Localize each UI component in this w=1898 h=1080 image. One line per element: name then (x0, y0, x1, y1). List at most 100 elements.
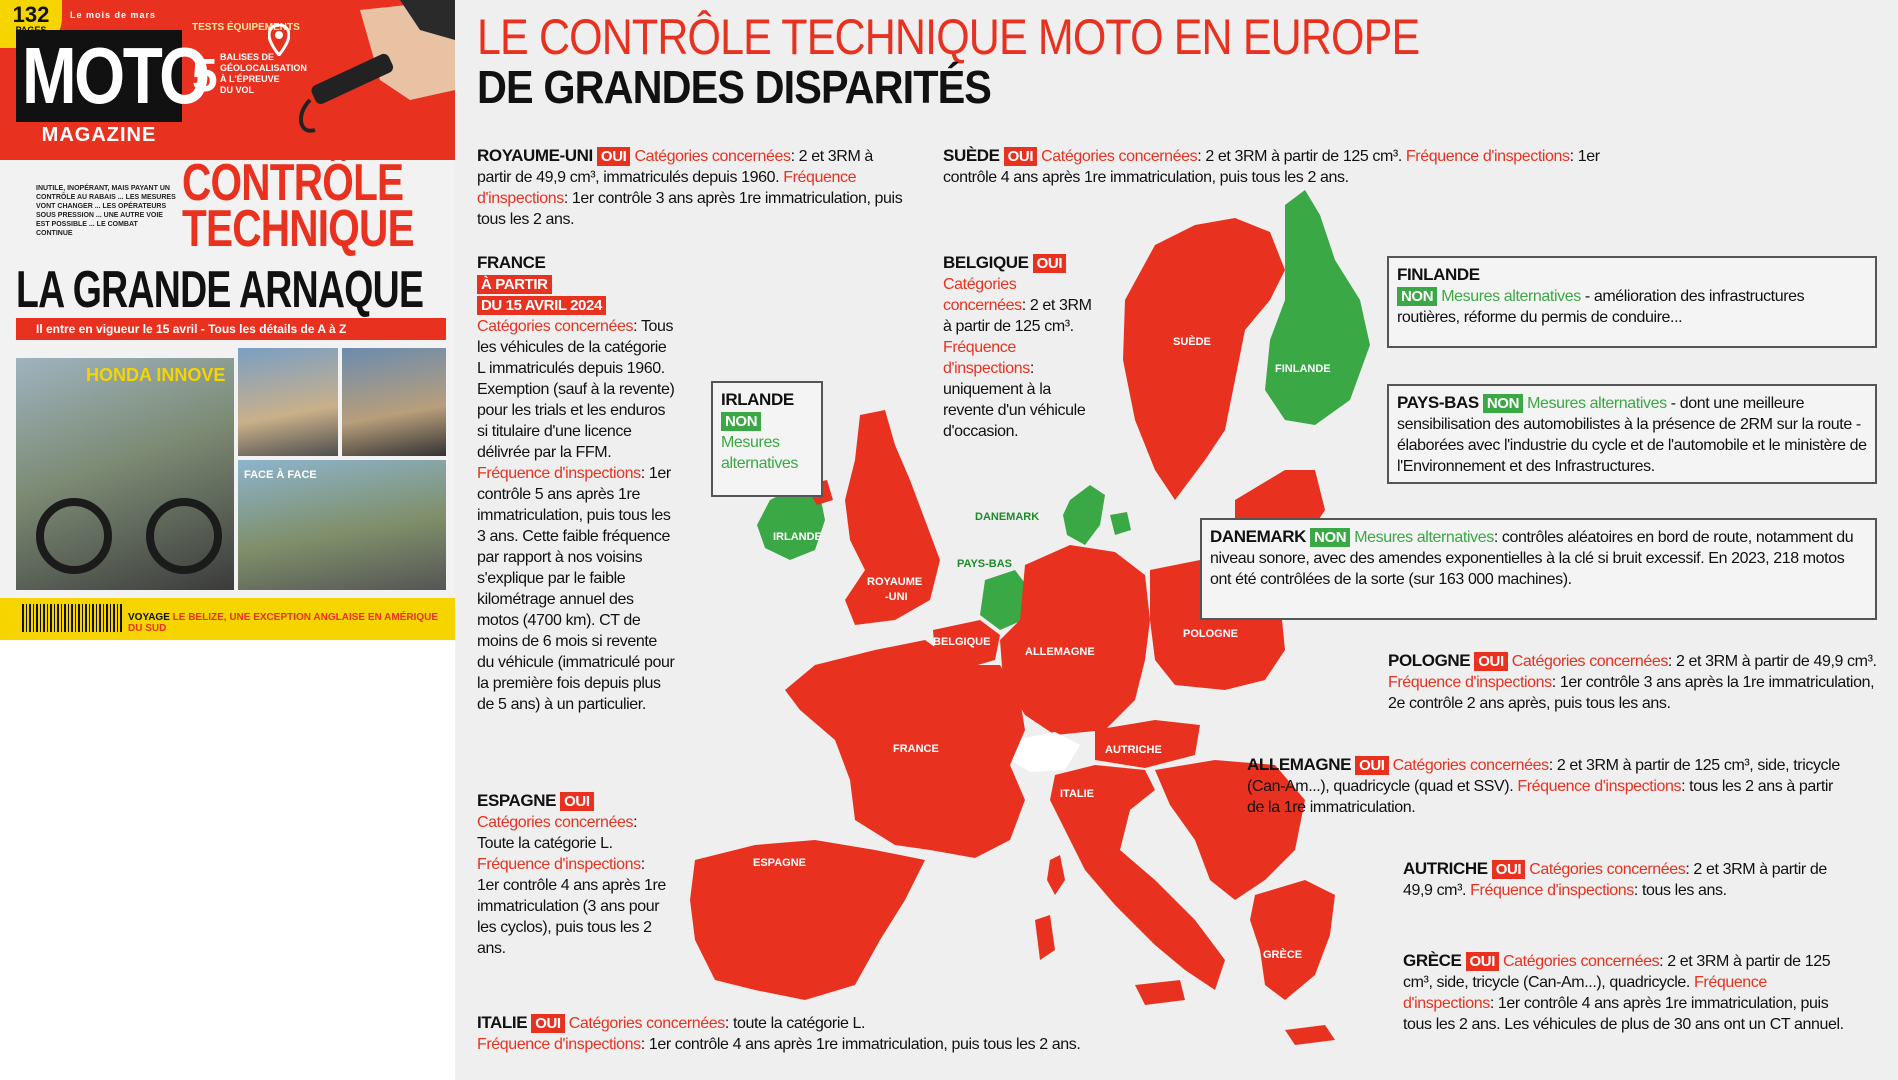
photo-caption-face: FACE À FACE (244, 469, 317, 481)
alt-label: Mesures alternatives (1441, 288, 1581, 305)
alt-label: Mesures alternatives (721, 434, 799, 472)
freq-label: Fréquence d'inspections (1405, 148, 1570, 165)
map-label-espagne: ESPAGNE (753, 857, 806, 869)
map-label-irlande: IRLANDE (773, 531, 822, 543)
pages-number: 132 (12, 2, 50, 27)
map-region-autriche (1095, 720, 1200, 768)
country-name: GRÈCE (1403, 951, 1462, 970)
block-royaume-uni: ROYAUME-UNI OUI Catégories concernées: 2… (477, 145, 907, 230)
cat-text: : 2 et 3RM à partir de 125 cm³, side, tr… (1247, 757, 1840, 795)
freq-label: Fréquence d'inspections (477, 1036, 641, 1053)
oui-badge: OUI (560, 792, 594, 811)
motorcycle-wheel-icon (36, 498, 112, 574)
cat-label: Catégories concernées (1392, 757, 1550, 774)
teaser-number: 5 (192, 49, 218, 101)
alt-text: : contrôles aléatoires en bord de route,… (1210, 529, 1854, 588)
country-name: AUTRICHE (1403, 859, 1488, 878)
block-danemark: DANEMARK NON Mesures alternatives: contr… (1200, 518, 1877, 620)
honda-photo: HONDA INNOVE (16, 358, 234, 590)
non-badge: NON (1397, 287, 1438, 306)
footer-text: VOYAGE LE BELIZE, UNE EXCEPTION ANGLAISE… (128, 612, 455, 634)
cat-label: Catégories concernées (1529, 861, 1686, 878)
map-region-suede (1123, 218, 1285, 500)
map-region-espagne (690, 840, 925, 1000)
sport-bike-photo (342, 348, 446, 456)
map-label-grece: GRÈCE (1263, 948, 1302, 961)
map-label-royaume-uni-2: -UNI (885, 591, 908, 603)
cover-footer: VOYAGE LE BELIZE, UNE EXCEPTION ANGLAISE… (0, 598, 455, 640)
country-name: ITALIE (477, 1013, 528, 1032)
block-pays-bas: PAYS-BAS NON Mesures alternatives - dont… (1387, 384, 1877, 484)
teaser-block: TESTS ÉQUIPEMENTS 5 BALISES DE GÉOLOCALI… (192, 22, 307, 98)
freq-text: : 1er contrôle 4 ans après 1re immatricu… (640, 1036, 1081, 1053)
freq-label: Fréquence d'inspections (943, 339, 1030, 377)
country-name: BELGIQUE (943, 253, 1029, 272)
date-badge-2: DU 15 AVRIL 2024 (477, 296, 606, 315)
map-label-belgique: BELGIQUE (933, 636, 990, 648)
alt-label: Mesures alternatives (1354, 529, 1494, 546)
block-france: FRANCE À PARTIR DU 15 AVRIL 2024 Catégor… (477, 252, 677, 715)
oui-badge: OUI (596, 147, 631, 166)
map-region-grece (1250, 880, 1335, 1000)
edition-text: Le mois de mars (70, 10, 157, 20)
cat-text: : 2 et 3RM à partir de 125 cm³. (943, 297, 1092, 335)
teaser-text: BALISES DE GÉOLOCALISATION À L'ÉPREUVE D… (220, 52, 307, 95)
freq-label: Fréquence d'inspections (477, 169, 857, 207)
freq-text: : uniquement à la revente d'un véhicule … (943, 360, 1086, 440)
block-italie: ITALIE OUI Catégories concernées: toute … (477, 1012, 1197, 1055)
freq-label: Fréquence d'inspections (1388, 674, 1552, 691)
cat-label: Catégories concernées (634, 148, 791, 165)
cat-text: : 2 et 3RM à partir de 49,9 cm³. (1667, 653, 1877, 670)
country-name: ESPAGNE (477, 791, 557, 810)
block-espagne: ESPAGNE OUI Catégories concernées: Toute… (477, 790, 667, 959)
country-name: POLOGNE (1388, 651, 1471, 670)
cat-label: Catégories concernées (477, 814, 634, 831)
freq-text: : 1er contrôle 4 ans après 1re immatricu… (943, 148, 1600, 186)
block-suede: SUÈDE OUI Catégories concernées: 2 et 3R… (943, 145, 1603, 188)
oui-badge: OUI (1003, 147, 1038, 166)
face-a-face-photo: FACE À FACE (238, 460, 446, 590)
freq-label: Fréquence d'inspections (1517, 778, 1682, 795)
logo-main: MOTO (22, 31, 210, 120)
oui-badge: OUI (1474, 652, 1508, 671)
freq-label: Fréquence d'inspections (1403, 974, 1767, 1012)
oui-badge: OUI (1032, 254, 1067, 273)
freq-text: : 1er contrôle 5 ans après 1re immatricu… (477, 465, 675, 713)
photo-caption-honda: HONDA INNOVE (86, 365, 226, 385)
map-region-royaume-uni (845, 410, 940, 625)
map-region-france (785, 640, 1025, 858)
country-name: FRANCE (477, 253, 546, 272)
map-label-france: FRANCE (893, 743, 939, 755)
footer-label: VOYAGE (128, 612, 170, 623)
map-label-finlande: FINLANDE (1275, 363, 1331, 375)
oui-badge: OUI (1465, 952, 1499, 971)
map-label-danemark: DANEMARK (975, 511, 1039, 523)
magazine-logo: MOTO MAGAZINE (16, 30, 210, 148)
infographic: SUÈDE FINLANDE IRLANDE ROYAUME -UNI DANE… (455, 0, 1898, 1080)
magazine-cover: Le mois de mars TESTS ÉQUIPEMENTS 5 BALI… (0, 0, 455, 640)
block-autriche: AUTRICHE OUI Catégories concernées: 2 et… (1403, 858, 1853, 901)
country-name: PAYS-BAS (1397, 393, 1479, 412)
freq-text: : 1er contrôle 4 ans après 1re immatricu… (477, 856, 666, 957)
cat-label: Catégories concernées (1503, 953, 1660, 970)
cover-side-text: INUTILE, INOPÉRANT, MAIS PAYANT UN CONTR… (36, 185, 176, 237)
oui-badge: OUI (1355, 756, 1389, 775)
block-finlande: FINLANDE NON Mesures alternatives - amél… (1387, 256, 1877, 348)
map-region-allemagne (1000, 545, 1150, 735)
cat-text: : toute la catégorie L. (724, 1015, 866, 1032)
map-label-italie: ITALIE (1060, 788, 1094, 800)
cat-label: Catégories concernées (1041, 148, 1198, 165)
cat-text: : 2 et 3RM à partir de 125 cm³. (1197, 148, 1402, 165)
map-label-royaume-uni-1: ROYAUME (867, 576, 922, 588)
freq-label: Fréquence d'inspections (1470, 882, 1634, 899)
map-label-pologne: POLOGNE (1183, 628, 1238, 640)
freq-text: : 1er contrôle 3 ans après la 1re immatr… (1388, 674, 1875, 712)
non-badge: NON (721, 412, 762, 431)
country-name: ROYAUME-UNI (477, 146, 593, 165)
cat-text: : Toute la catégorie L. (477, 814, 638, 852)
footer-teaser: LE BELIZE, UNE EXCEPTION ANGLAISE EN AMÉ… (128, 612, 439, 634)
alt-label: Mesures alternatives (1527, 395, 1667, 412)
europe-map: SUÈDE FINLANDE IRLANDE ROYAUME -UNI DANE… (690, 190, 1370, 1045)
map-region-danemark (1063, 485, 1105, 545)
freq-label: Fréquence d'inspections (477, 856, 641, 873)
